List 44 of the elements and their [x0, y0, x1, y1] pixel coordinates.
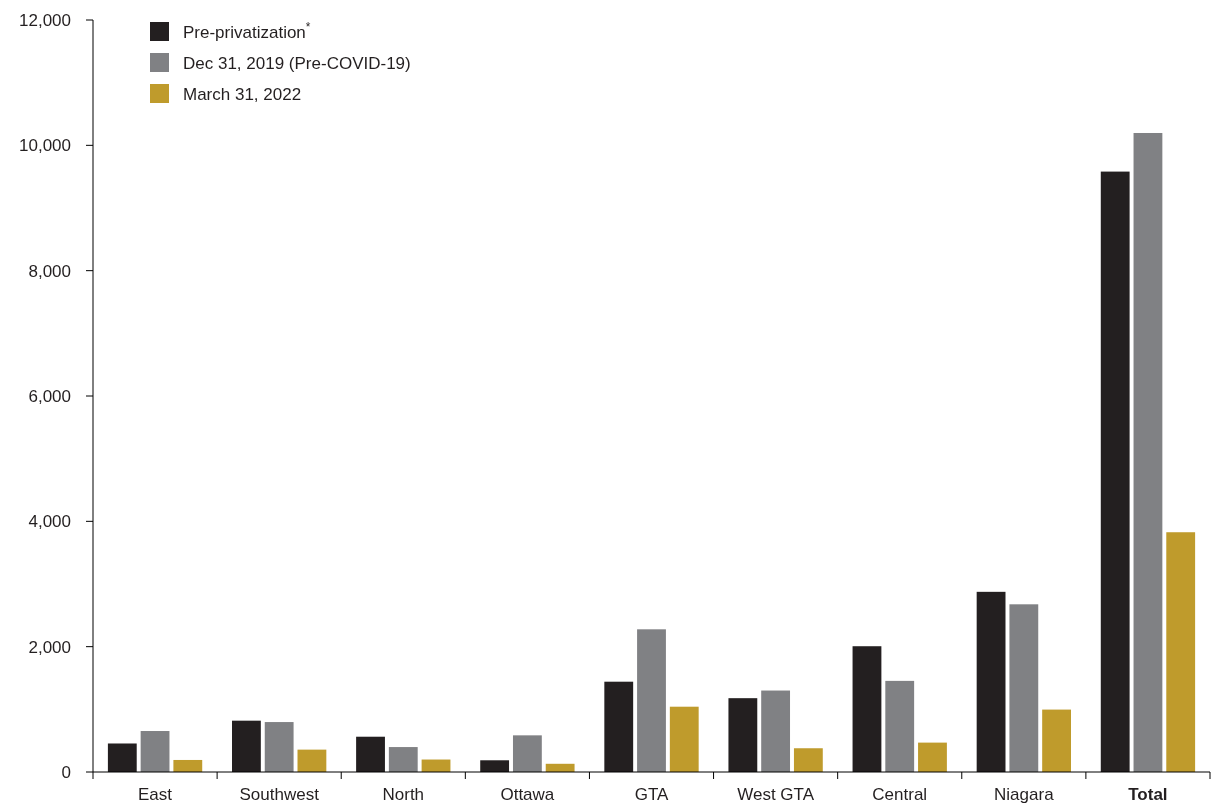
x-tick-label: East	[138, 785, 173, 804]
bar	[107, 743, 137, 772]
bar	[728, 698, 758, 772]
x-tick-label: Southwest	[239, 785, 320, 804]
bar	[1133, 132, 1163, 772]
bar	[1042, 709, 1071, 772]
bar	[140, 731, 170, 772]
y-tick-label: 6,000	[28, 386, 71, 406]
y-tick-label: 12,000	[19, 10, 71, 30]
bar	[480, 760, 510, 772]
y-tick-label: 0	[61, 762, 71, 782]
legend-label: Dec 31, 2019 (Pre-COVID-19)	[183, 53, 411, 73]
bar	[388, 747, 418, 772]
bar	[761, 690, 791, 772]
x-tick-label: Central	[872, 785, 928, 804]
bar	[512, 735, 542, 772]
y-tick-label: 10,000	[19, 136, 71, 156]
bar	[264, 722, 294, 772]
bar	[297, 749, 327, 772]
y-tick-label: 8,000	[28, 261, 71, 281]
bar	[1166, 532, 1196, 772]
bar	[232, 720, 261, 772]
x-tick-label: West GTA	[737, 785, 815, 804]
bar	[852, 646, 882, 772]
x-tick-label: Niagara	[994, 785, 1055, 804]
y-tick-label: 2,000	[28, 637, 71, 657]
x-tick-label: Ottawa	[500, 785, 555, 804]
y-tick-label: 4,000	[28, 512, 71, 532]
x-tick-label: Total	[1128, 785, 1168, 804]
bar	[669, 706, 699, 772]
x-tick-label: North	[382, 785, 425, 804]
bar	[1100, 171, 1130, 772]
bar	[637, 629, 666, 772]
bar	[976, 591, 1006, 772]
bar	[793, 748, 823, 772]
x-tick-label: GTA	[634, 785, 669, 804]
bar	[604, 681, 634, 772]
legend-label: Pre-privatization$^{*}$	[183, 19, 311, 42]
bar	[356, 736, 385, 772]
bar	[885, 680, 915, 772]
legend-label: March 31, 2022	[183, 84, 302, 104]
bar	[918, 742, 947, 772]
bar	[173, 759, 203, 772]
bar	[1009, 604, 1039, 772]
